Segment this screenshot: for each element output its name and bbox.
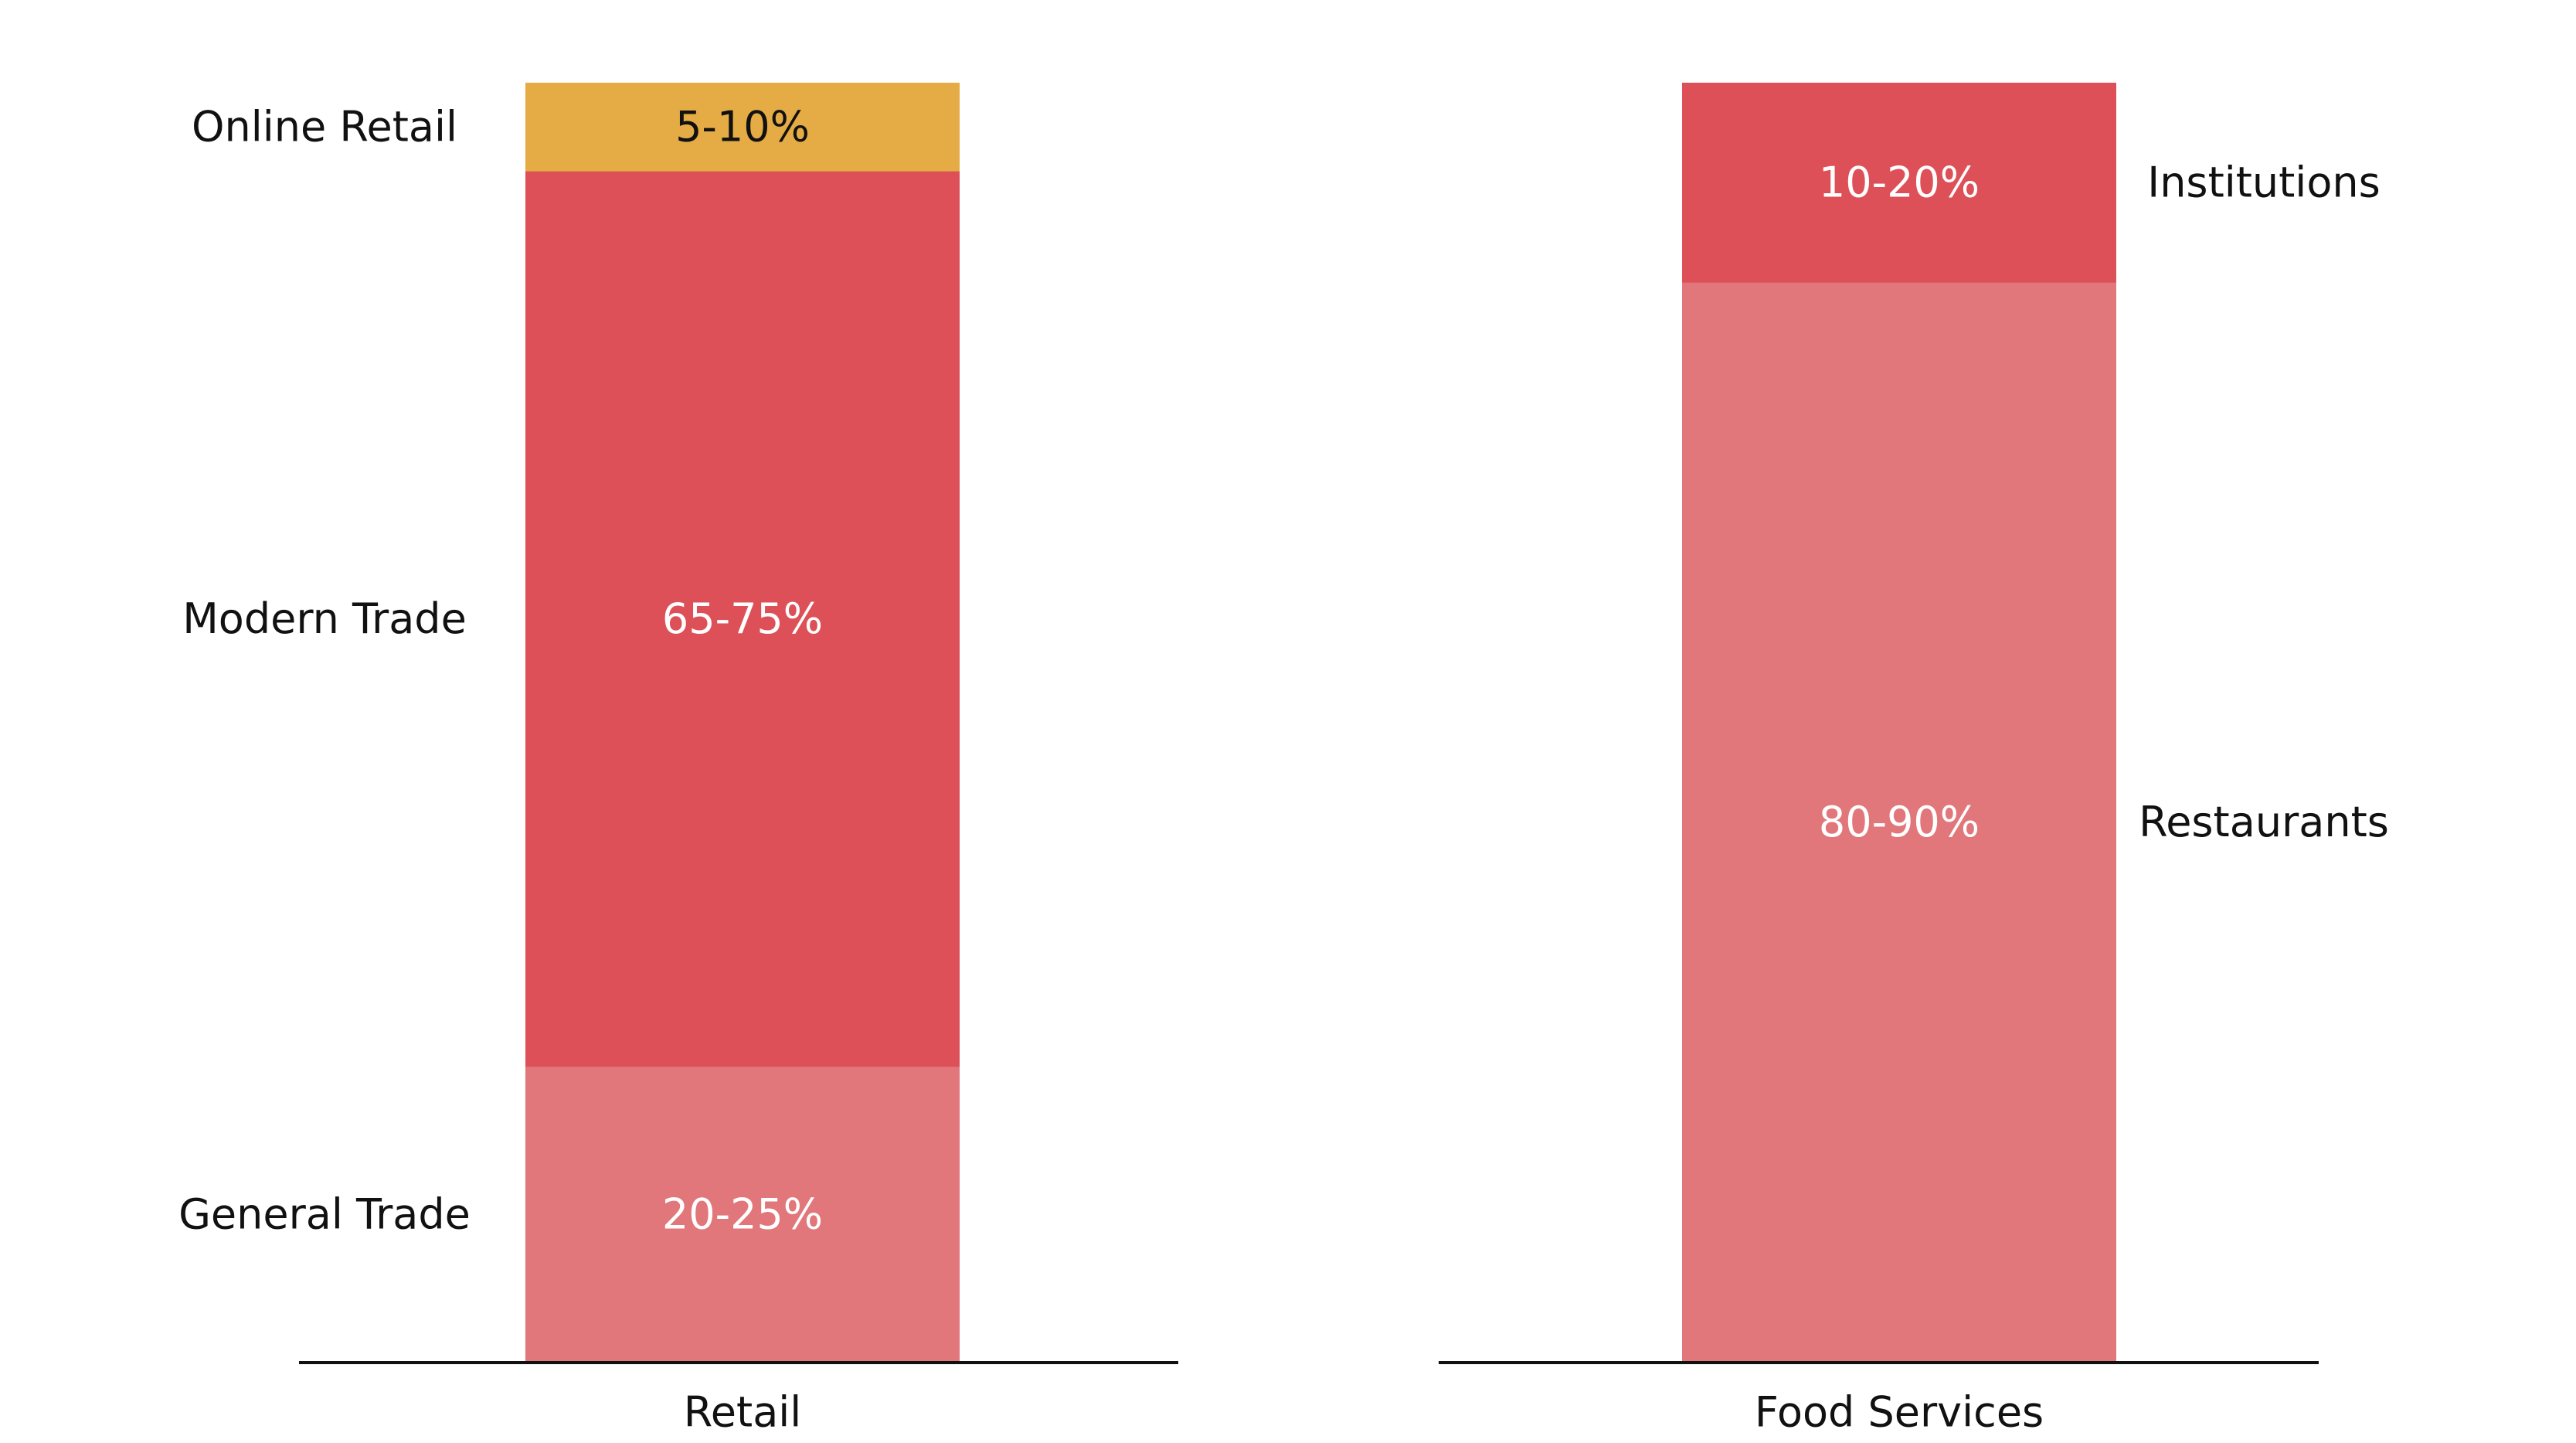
value-label-online-retail: 5-10% [675, 103, 810, 151]
segment-labels-layer: General Trade Modern Trade Online Retail Re… [178, 103, 2389, 1239]
bar-segment-institutions [1682, 83, 2116, 283]
segment-label-institutions: Institutions [2147, 158, 2380, 207]
segment-label-online-retail: Online Retail [192, 103, 457, 151]
category-label-retail: Retail [684, 1388, 802, 1437]
category-labels-layer: Retail Food Services [684, 1388, 2044, 1437]
bar-segment-online-retail [525, 83, 960, 172]
bar-segment-general-trade [525, 1066, 960, 1363]
bars-layer [525, 83, 2116, 1363]
value-labels-layer: 20-25% 65-75% 5-10% 80-90% 10-20% [662, 103, 1980, 1239]
bar-segment-restaurants [1682, 282, 2116, 1363]
value-label-restaurants: 80-90% [1819, 798, 1980, 846]
segment-label-modern-trade: Modern Trade [182, 594, 467, 643]
value-label-modern-trade: 65-75% [662, 594, 823, 643]
category-label-food-services: Food Services [1755, 1388, 2044, 1437]
segment-label-general-trade: General Trade [178, 1189, 471, 1238]
segment-label-restaurants: Restaurants [2139, 798, 2389, 846]
value-label-institutions: 10-20% [1819, 158, 1980, 207]
bar-segment-modern-trade [525, 171, 960, 1067]
value-label-general-trade: 20-25% [662, 1189, 823, 1238]
